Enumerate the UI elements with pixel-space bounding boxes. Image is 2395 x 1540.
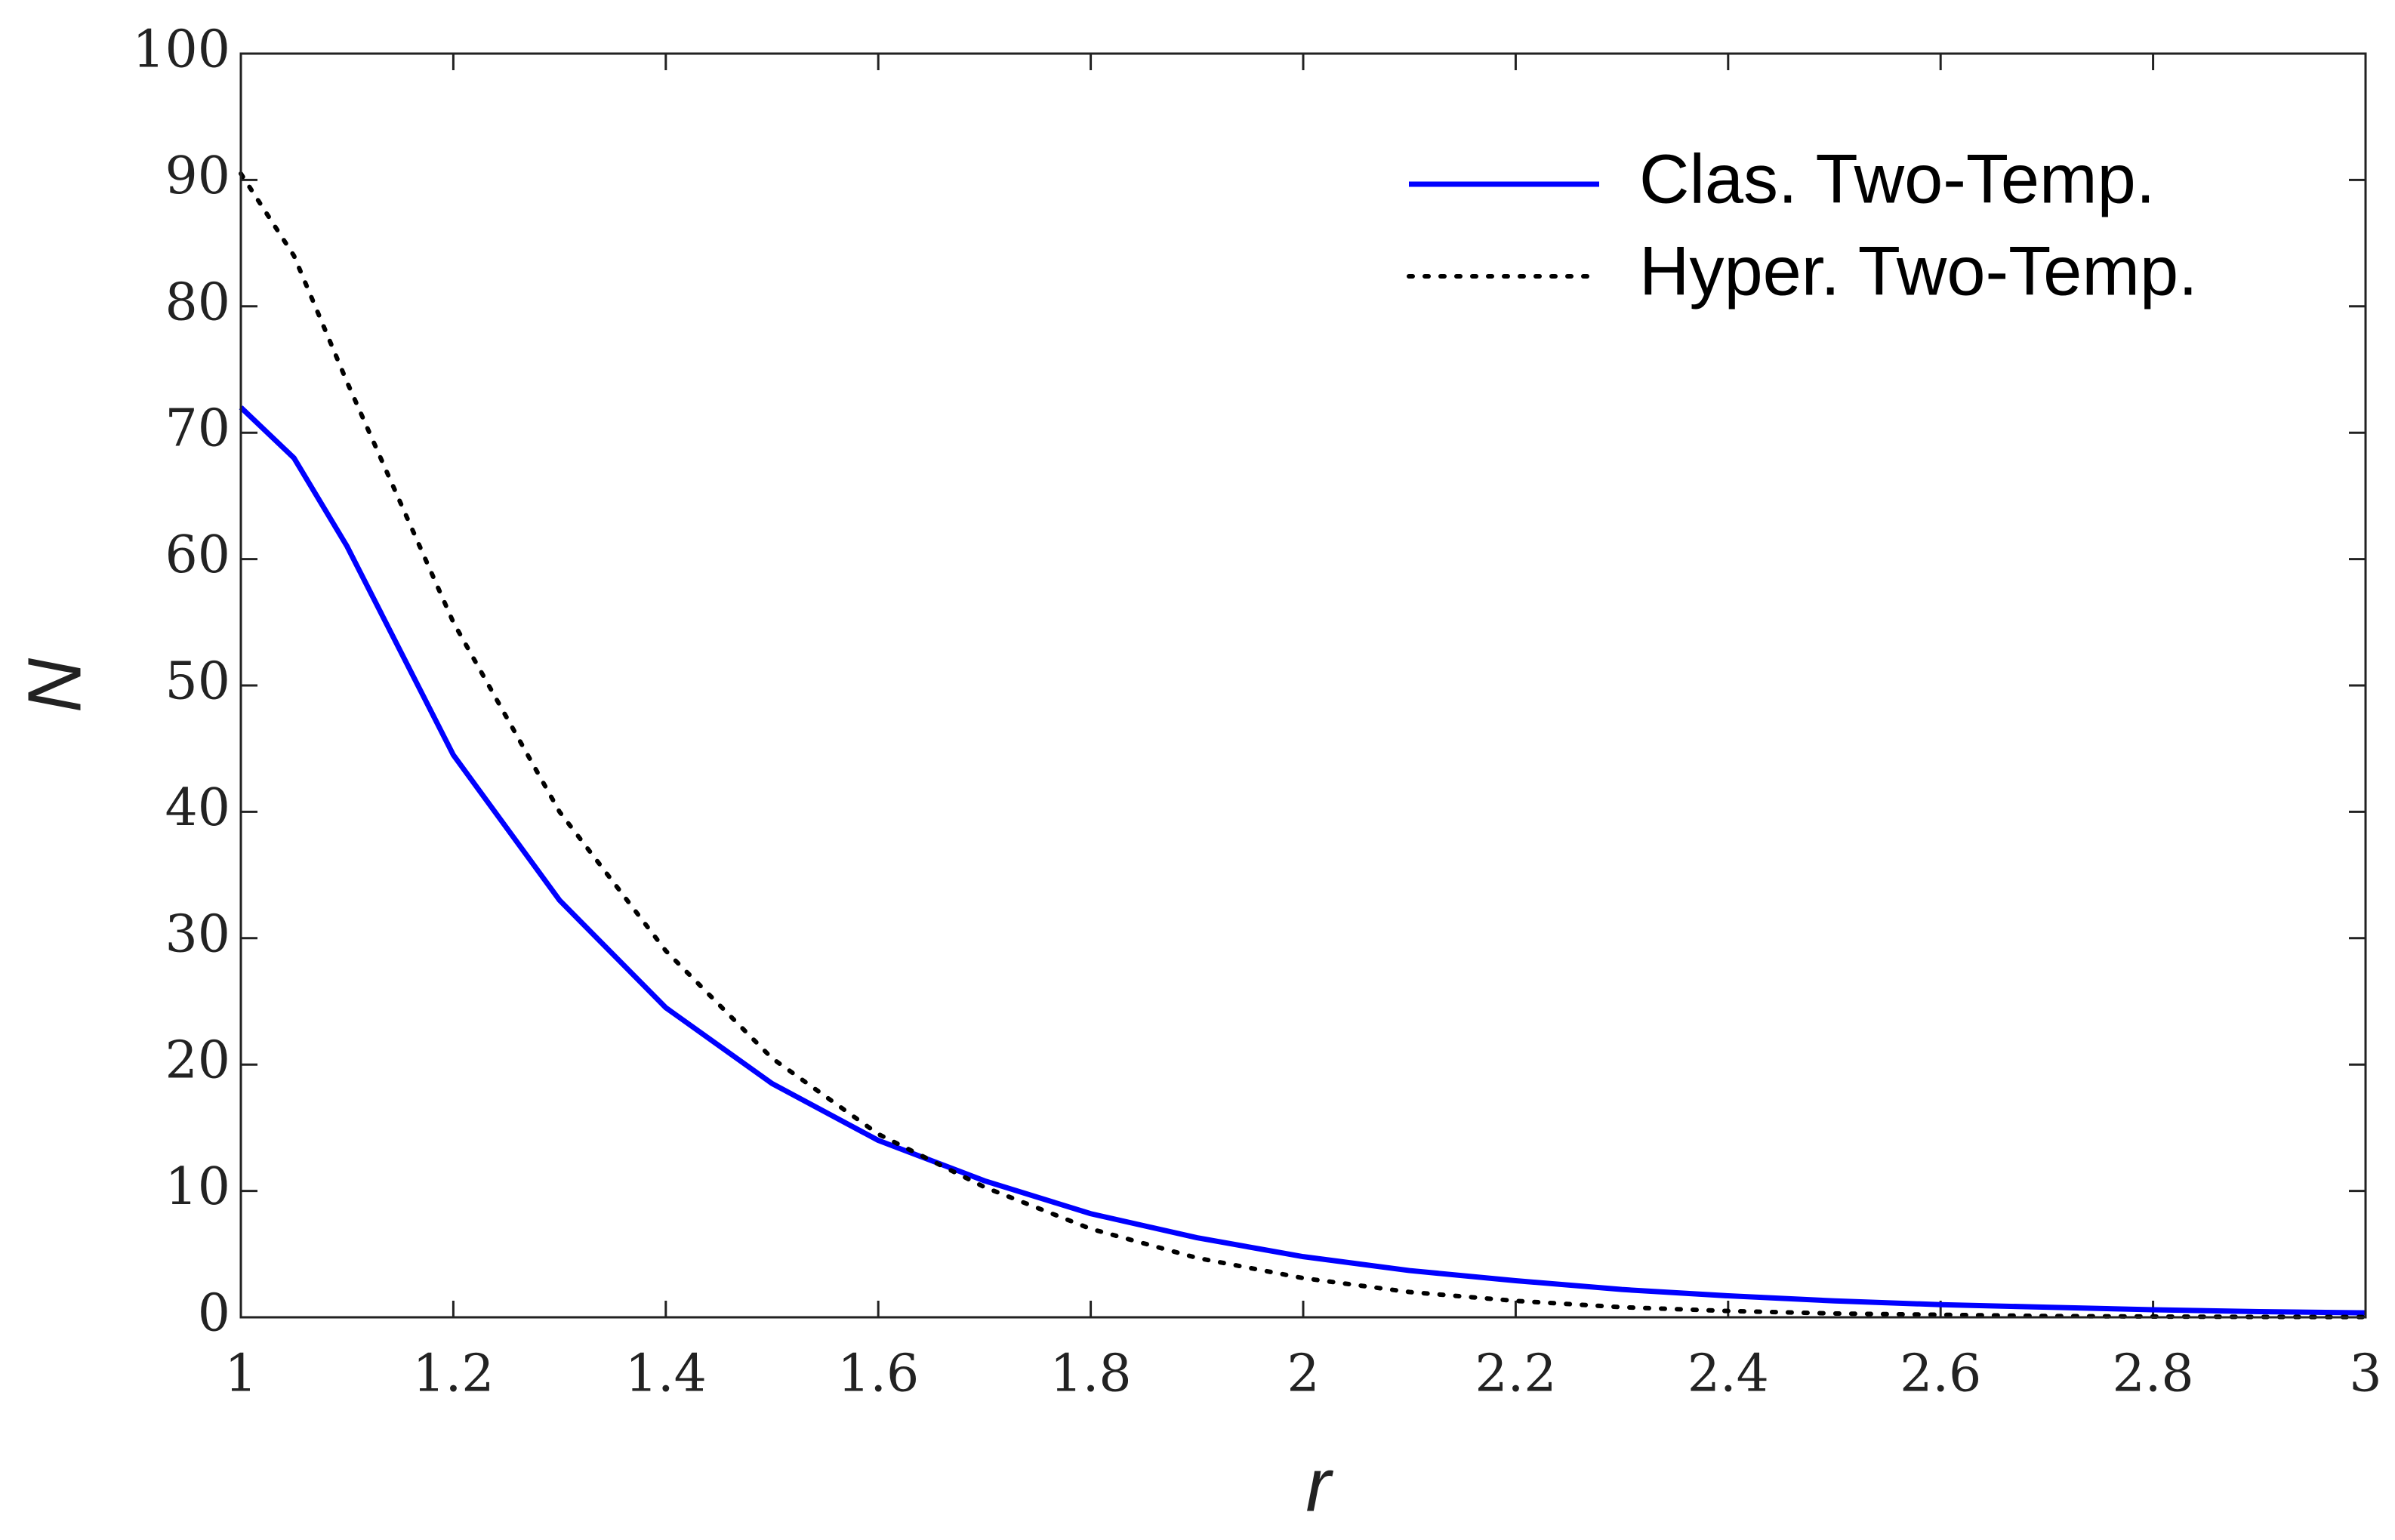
x-tick-label: 2.2: [1475, 1344, 1556, 1404]
y-tick-label: 0: [198, 1284, 230, 1344]
x-axis-label: r: [1305, 1443, 1333, 1527]
plot-frame: [239, 52, 2367, 1319]
y-tick-label: 50: [165, 652, 230, 712]
x-tick-label: 2.6: [1900, 1344, 1981, 1404]
x-tick-label: 1: [224, 1344, 257, 1404]
y-tick-label: 30: [165, 904, 230, 964]
x-tick-label: 2.8: [2113, 1344, 2194, 1404]
y-tick-label: 10: [165, 1157, 230, 1217]
x-tick-label: 2.4: [1688, 1344, 1769, 1404]
y-tick-label: 70: [165, 399, 230, 459]
series-line: [239, 171, 2368, 1320]
y-tick-label: 40: [165, 778, 230, 838]
x-tick-label: 1.4: [625, 1344, 707, 1404]
y-tick-label: 60: [165, 525, 230, 585]
series-line: [239, 405, 2366, 1316]
y-tick-label: 20: [165, 1031, 230, 1091]
x-tick-label: 1.6: [837, 1344, 919, 1404]
x-tick-label: 1.2: [412, 1344, 494, 1404]
y-tick-label: 80: [165, 273, 230, 332]
legend-label: Hyper. Two-Temp.: [1639, 233, 2198, 310]
x-tick-label: 2: [1287, 1344, 1319, 1404]
x-tick-label: 3: [2349, 1344, 2381, 1404]
x-tick-label: 1.8: [1050, 1344, 1132, 1404]
y-tick-label: 100: [132, 20, 230, 80]
y-tick-label: 90: [165, 146, 230, 206]
y-axis-label: N: [12, 658, 97, 713]
legend-label: Clas. Two-Temp.: [1639, 140, 2155, 217]
